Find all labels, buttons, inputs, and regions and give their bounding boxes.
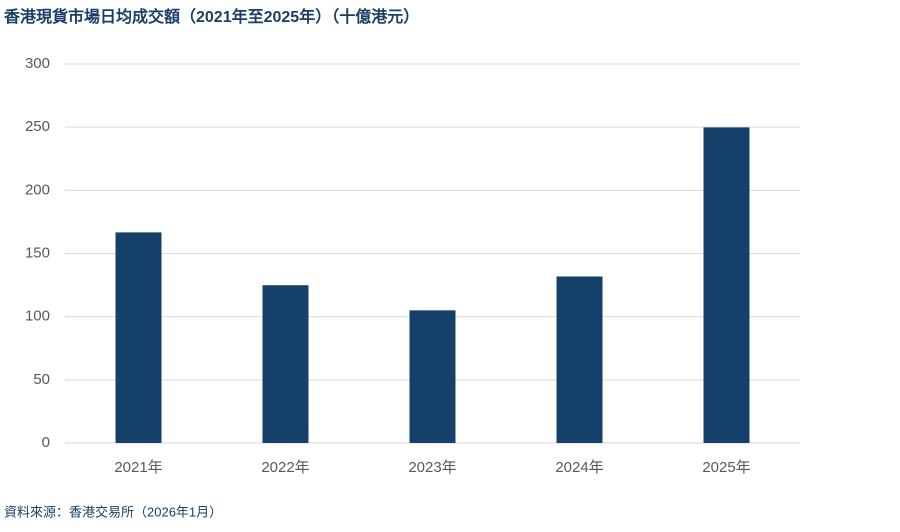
- y-tick-label: 150: [25, 244, 50, 261]
- chart-title: 香港現貨市場日均成交額（2021年至2025年）（十億港元）: [3, 7, 419, 26]
- x-tick-label: 2024年: [555, 459, 603, 476]
- x-tick-label: 2022年: [261, 459, 309, 476]
- y-tick-label: 50: [33, 371, 50, 388]
- x-tick-label: 2025年: [702, 459, 750, 476]
- y-tick-label: 300: [25, 55, 50, 72]
- y-tick-label: 200: [25, 181, 50, 198]
- y-tick-label: 0: [42, 434, 50, 451]
- y-tick-label: 100: [25, 308, 50, 325]
- x-tick-label: 2021年: [114, 459, 162, 476]
- bar: [115, 232, 162, 443]
- x-tick-label: 2023年: [408, 459, 456, 476]
- bar: [556, 276, 603, 443]
- source-note: 資料來源：香港交易所（2026年1月）: [4, 504, 222, 519]
- bar: [262, 285, 309, 443]
- bar: [703, 127, 750, 443]
- y-tick-label: 250: [25, 118, 50, 135]
- bar: [409, 310, 456, 443]
